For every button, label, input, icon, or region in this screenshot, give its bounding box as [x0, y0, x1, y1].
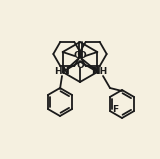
Text: O: O	[76, 61, 84, 69]
Text: O: O	[78, 52, 86, 61]
Text: N: N	[92, 68, 99, 76]
Text: NH: NH	[92, 68, 108, 76]
Text: O: O	[74, 52, 82, 61]
Text: F: F	[112, 104, 118, 114]
Text: N: N	[61, 68, 68, 76]
Text: HN: HN	[54, 68, 70, 76]
